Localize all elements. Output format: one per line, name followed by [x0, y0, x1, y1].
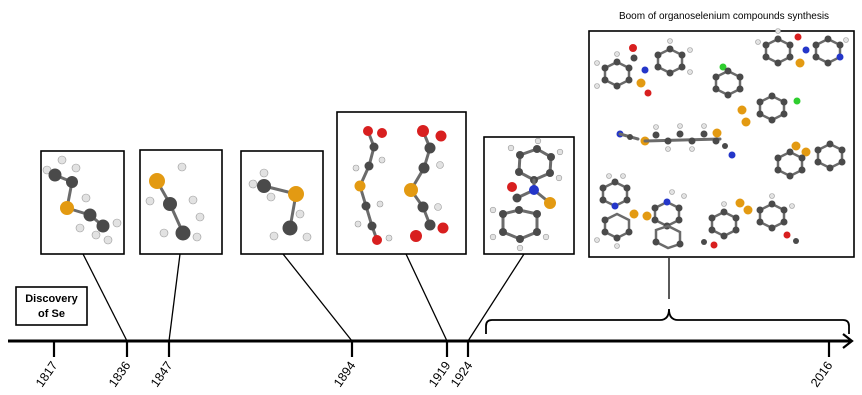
- boom-period-brace: [485, 308, 850, 334]
- timeline-axis: [8, 333, 854, 349]
- discovery-label-line2: of Se: [38, 308, 65, 320]
- molecule-box-1924: [483, 136, 575, 255]
- molecule-box-1919: [336, 111, 467, 255]
- molecule-box-1894: [240, 150, 324, 255]
- year-label-1817: 1817: [33, 359, 60, 390]
- molecule-box-boom: [588, 28, 855, 258]
- year-label-1919: 1919: [426, 359, 453, 390]
- molecule-box-1836: [40, 150, 125, 255]
- discovery-box: Discovery of Se: [15, 286, 88, 326]
- discovery-label-line1: Discovery: [25, 293, 78, 305]
- year-label-2016: 2016: [808, 359, 835, 390]
- molecule-box-1847: [139, 149, 223, 255]
- year-label-1836: 1836: [106, 359, 133, 390]
- leader-lines: [82, 253, 670, 342]
- boom-label: Boom of organoselenium compounds synthes…: [619, 11, 829, 22]
- year-label-1847: 1847: [148, 359, 175, 390]
- year-labels: 1817 1836 1847 1894 1919 1924 2016: [33, 359, 835, 390]
- year-label-1894: 1894: [331, 359, 358, 390]
- timeline-ticks: [52, 341, 831, 357]
- year-label-1924: 1924: [448, 359, 475, 390]
